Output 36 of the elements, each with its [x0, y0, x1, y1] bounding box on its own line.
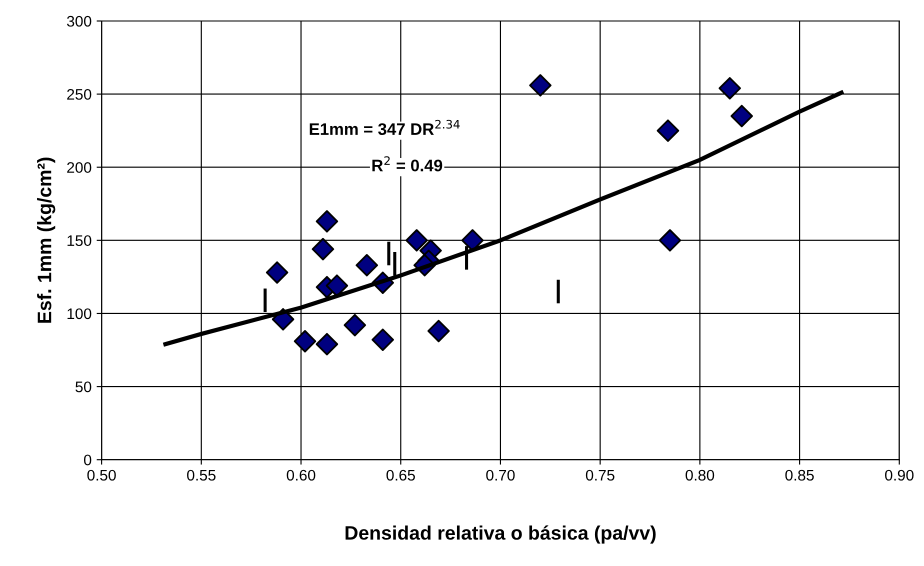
annotation: R$^{2}$ = 0.49 [372, 156, 442, 172]
point [730, 104, 753, 128]
x-axis-title: Densidad relativa o básica (pa/vv) [346, 525, 656, 544]
point [372, 328, 394, 351]
point [344, 314, 366, 336]
point [529, 74, 552, 97]
annotation: E1mm = 347 DR$^{2.34}$ [310, 120, 460, 136]
point [427, 320, 450, 342]
y-tick-label: 150 [68, 235, 92, 246]
y-tick-label: 100 [68, 308, 92, 320]
point [656, 119, 680, 142]
point [326, 274, 348, 297]
point [266, 261, 288, 284]
x-tick-label: 0.70 [486, 470, 515, 481]
x-tick-label: 0.90 [885, 470, 914, 481]
x-tick-label: 0.80 [686, 470, 714, 481]
point [316, 332, 338, 356]
y-tick-label: 300 [66, 16, 92, 27]
x-tick-label: 0.85 [785, 470, 814, 481]
point [316, 210, 338, 233]
x-tick-label: 0.50 [87, 470, 116, 481]
point [658, 229, 682, 252]
y-tick-label: 200 [67, 162, 92, 173]
point [312, 238, 334, 260]
point [356, 254, 378, 276]
y-axis-title: Esf. 1mm (kg/cm²) [37, 158, 56, 323]
y-tick-label: 50 [75, 381, 92, 392]
x-tick-label: 0.55 [187, 470, 216, 481]
point [718, 77, 741, 100]
x-tick-label: 0.75 [586, 470, 614, 481]
x-tick-label: 0.60 [286, 470, 316, 481]
x-tick-label: 0.65 [386, 470, 415, 481]
y-tick-label: 0 [84, 454, 92, 466]
y-tick-label: 250 [67, 88, 92, 100]
point [405, 229, 428, 252]
point [294, 330, 316, 352]
